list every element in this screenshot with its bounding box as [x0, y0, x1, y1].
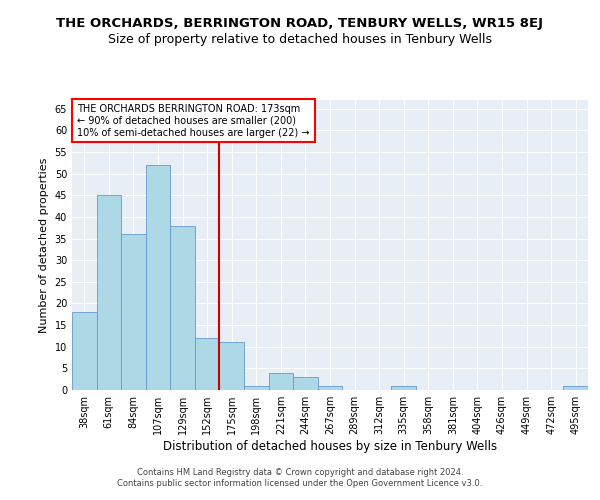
Bar [72, 312, 97, 390]
Bar [318, 386, 342, 390]
X-axis label: Distribution of detached houses by size in Tenbury Wells: Distribution of detached houses by size … [163, 440, 497, 453]
Bar [293, 377, 318, 390]
Bar [170, 226, 195, 390]
Bar [146, 165, 170, 390]
Text: THE ORCHARDS, BERRINGTON ROAD, TENBURY WELLS, WR15 8EJ: THE ORCHARDS, BERRINGTON ROAD, TENBURY W… [56, 18, 544, 30]
Bar [391, 386, 416, 390]
Bar [269, 372, 293, 390]
Bar [195, 338, 220, 390]
Y-axis label: Number of detached properties: Number of detached properties [39, 158, 49, 332]
Bar [220, 342, 244, 390]
Text: THE ORCHARDS BERRINGTON ROAD: 173sqm
← 90% of detached houses are smaller (200)
: THE ORCHARDS BERRINGTON ROAD: 173sqm ← 9… [77, 104, 310, 138]
Bar [563, 386, 588, 390]
Text: Size of property relative to detached houses in Tenbury Wells: Size of property relative to detached ho… [108, 32, 492, 46]
Text: Contains HM Land Registry data © Crown copyright and database right 2024.
Contai: Contains HM Land Registry data © Crown c… [118, 468, 482, 487]
Bar [244, 386, 269, 390]
Bar [97, 195, 121, 390]
Bar [121, 234, 146, 390]
